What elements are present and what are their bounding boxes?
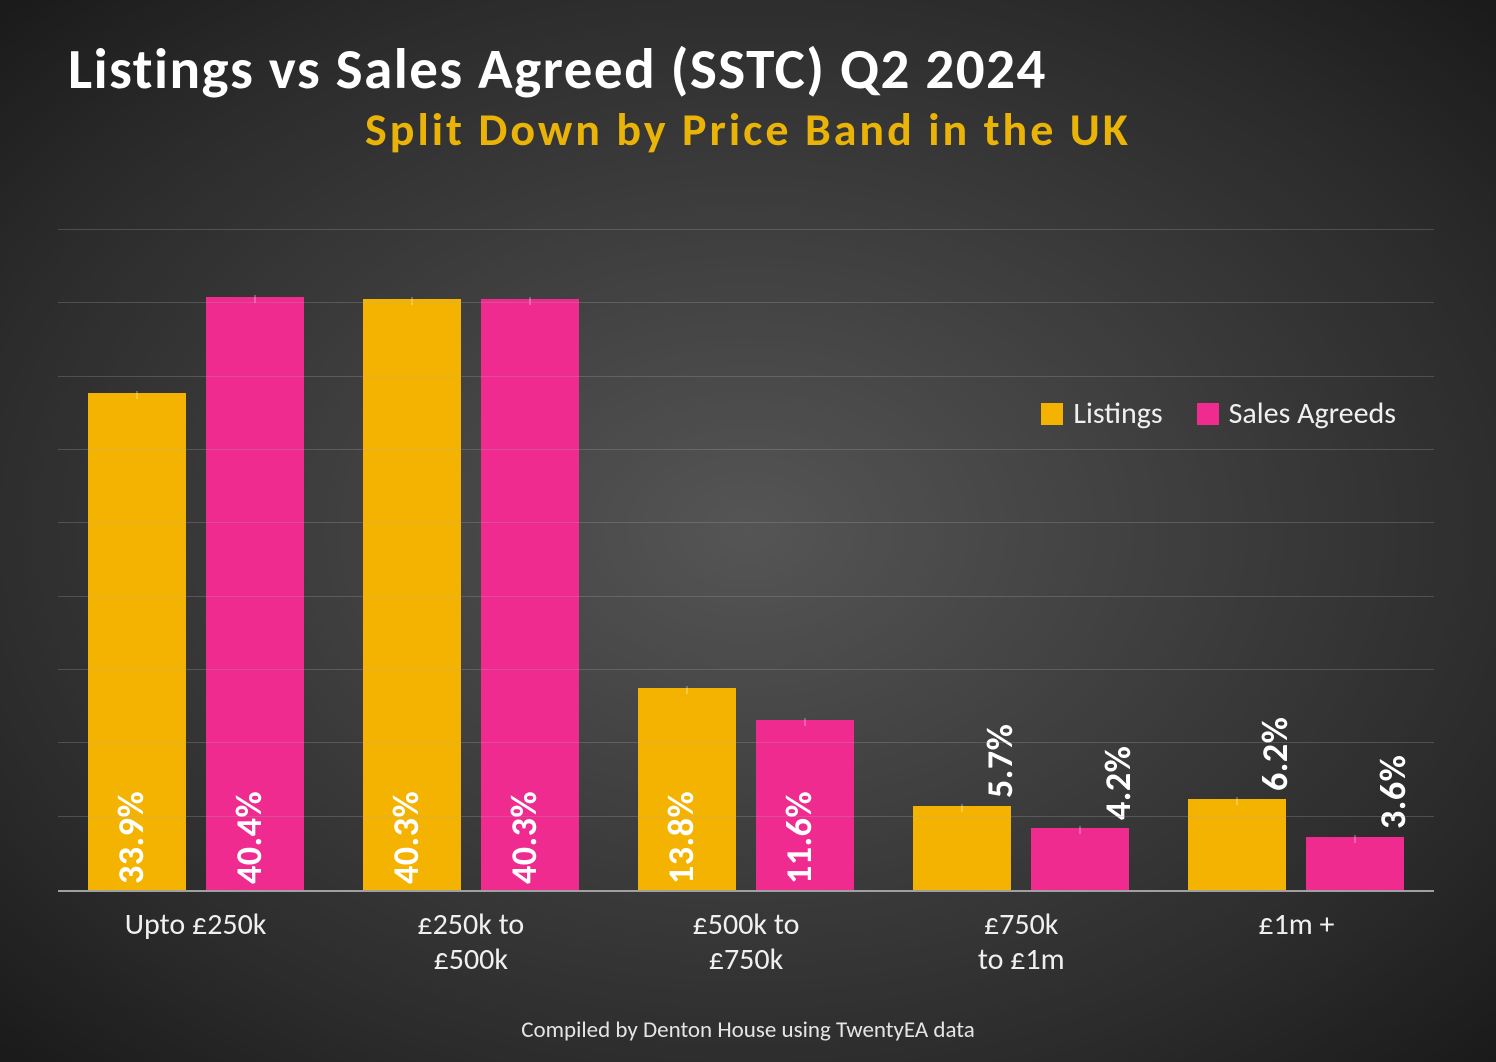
bar-tick (529, 297, 530, 305)
legend-label: Sales Agreeds (1229, 395, 1396, 432)
bar-tick (1355, 835, 1356, 843)
chart-subtitle: Split Down by Price Band in the UK (48, 102, 1448, 158)
bar-sales: 3.6% (1306, 837, 1404, 890)
bar-tick (805, 718, 806, 726)
bar-group: 40.3% 40.3% (333, 230, 608, 890)
bar-pair: 6.2% 3.6% (1188, 799, 1404, 890)
gridline (58, 742, 1434, 743)
bar-value-label: 4.2% (1096, 746, 1140, 820)
bar-value-label: 33.9% (109, 791, 153, 884)
plot-area: 33.9%40.4%40.3%40.3%13.8%11.6%5.7%4.2%6.… (58, 230, 1434, 892)
bar-value-label: 6.2% (1253, 717, 1297, 791)
bar-value-label: 5.7% (978, 724, 1022, 798)
bar-group: 5.7%4.2% (884, 230, 1159, 890)
chart-footer: Compiled by Denton House using TwentyEA … (0, 1016, 1496, 1044)
bar-tick (1237, 797, 1238, 805)
legend-swatch (1041, 403, 1063, 425)
gridline (58, 302, 1434, 303)
legend-swatch (1197, 403, 1219, 425)
bar-value-label: 40.3% (384, 791, 428, 884)
bar-listings: 6.2% (1188, 799, 1286, 890)
x-axis: Upto £250k£250k to£500k£500k to£750k£750… (58, 894, 1434, 977)
gridline (58, 522, 1434, 523)
bar-sales: 40.3% (481, 299, 579, 890)
bar-value-label: 3.6% (1371, 755, 1415, 829)
gridline (58, 376, 1434, 377)
bar-sales: 4.2% (1031, 828, 1129, 890)
bar-sales: 11.6% (756, 720, 854, 890)
bar-pair: 13.8% 11.6% (638, 688, 854, 890)
legend-label: Listings (1073, 395, 1162, 432)
bar-sales: 40.4% (206, 297, 304, 890)
bar-pair: 40.3% 40.3% (363, 299, 579, 890)
bar-tick (962, 804, 963, 812)
bar-listings: 5.7% (913, 806, 1011, 890)
bar-value-label: 13.8% (659, 791, 703, 884)
chart-title: Listings vs Sales Agreed (SSTC) Q2 2024 (68, 40, 1448, 100)
bar-group: 6.2% 3.6% (1159, 230, 1434, 890)
bar-listings: 40.3% (363, 299, 461, 890)
gridline (58, 816, 1434, 817)
bar-tick (687, 686, 688, 694)
gridline (58, 669, 1434, 670)
bar-group: 33.9% 40.4% (58, 230, 333, 890)
legend-item: Sales Agreeds (1197, 395, 1396, 432)
gridline (58, 449, 1434, 450)
x-axis-label: £1m + (1159, 894, 1434, 977)
bar-tick (411, 297, 412, 305)
bar-tick (136, 391, 137, 399)
legend-item: Listings (1041, 395, 1162, 432)
bar-pair: 33.9% 40.4% (88, 297, 304, 890)
x-axis-label: £250k to£500k (333, 894, 608, 977)
bar-value-label: 40.4% (227, 791, 271, 884)
x-axis-label: £750kto £1m (884, 894, 1159, 977)
legend: Listings Sales Agreeds (1041, 395, 1396, 432)
bar-pair: 5.7% 4.2% (913, 806, 1129, 890)
bar-value-label: 11.6% (777, 791, 821, 884)
x-axis-label: £500k to£750k (608, 894, 883, 977)
chart-container: Listings vs Sales Agreed (SSTC) Q2 2024 … (0, 0, 1496, 1062)
bar-groups: 33.9%40.4%40.3%40.3%13.8%11.6%5.7%4.2%6.… (58, 230, 1434, 890)
gridline (58, 229, 1434, 230)
bar-tick (1080, 826, 1081, 834)
x-axis-label: Upto £250k (58, 894, 333, 977)
bar-value-label: 40.3% (502, 791, 546, 884)
bar-listings: 13.8% (638, 688, 736, 890)
bar-group: 13.8% 11.6% (608, 230, 883, 890)
gridline (58, 596, 1434, 597)
